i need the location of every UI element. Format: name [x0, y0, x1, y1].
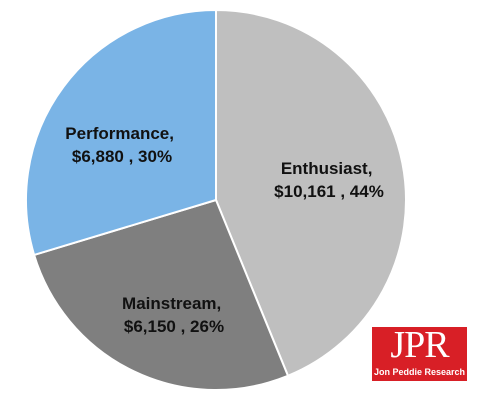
slice-label-mainstream-name: Mainstream, — [122, 294, 221, 313]
slice-label-performance-value: $6,880 , 30% — [72, 147, 172, 166]
slice-label-enthusiast: Enthusiast, $10,161 , 44% — [274, 159, 384, 201]
jpr-logo: JPR Jon Peddie Research — [372, 324, 467, 381]
slice-label-enthusiast-name: Enthusiast, — [281, 159, 373, 178]
slice-label-mainstream: Mainstream, $6,150 , 26% — [122, 294, 226, 336]
pie-slice-performance — [25, 8, 217, 257]
slice-label-mainstream-value: $6,150 , 26% — [124, 317, 224, 336]
pie-slices — [25, 8, 407, 391]
slice-label-performance-name: Performance, — [65, 124, 174, 143]
pie-slice-mainstream — [32, 198, 290, 391]
jpr-logo-letters: JPR — [390, 324, 449, 366]
pie-labels: Enthusiast, $10,161 , 44% Mainstream, $6… — [65, 124, 384, 336]
pie-slice-enthusiast — [215, 8, 407, 378]
slice-label-performance: Performance, $6,880 , 30% — [65, 124, 178, 166]
slice-label-enthusiast-value: $10,161 , 44% — [274, 182, 384, 201]
jpr-logo-subtitle: Jon Peddie Research — [373, 367, 466, 377]
